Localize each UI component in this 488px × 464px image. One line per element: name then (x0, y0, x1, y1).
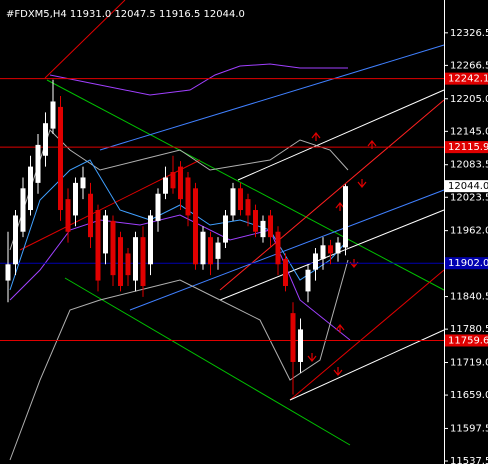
candle-body (238, 188, 243, 211)
candle-body (193, 188, 198, 265)
price-label-bg (445, 72, 488, 85)
price-label: 11902.0 (448, 258, 488, 269)
up-arrow (367, 140, 377, 149)
price-label: 11759.6 (448, 335, 488, 346)
candle-body (155, 193, 161, 221)
candle-body (5, 264, 11, 281)
down-arrow (307, 353, 317, 362)
band-line (9, 129, 349, 251)
candle-body (50, 101, 56, 129)
trend-line (64, 277, 351, 446)
candle-body (163, 177, 168, 194)
y-tick-label: 11780.5 (450, 324, 488, 335)
band-line (49, 63, 348, 96)
trend-line (237, 89, 445, 181)
candle-body (260, 220, 266, 238)
candle-body (110, 220, 116, 276)
candle-body (223, 215, 228, 243)
candle-body (313, 253, 318, 270)
y-tick-label: 12266.5 (450, 60, 488, 71)
trend-line (129, 189, 445, 311)
up-arrow (335, 324, 345, 333)
candle-body (343, 186, 348, 248)
price-label-bg (445, 257, 488, 270)
trend-line (19, 159, 201, 251)
candle-body (328, 245, 333, 254)
y-tick-label: 12083.5 (450, 160, 488, 171)
candle-body (103, 215, 108, 254)
candle-body (320, 245, 326, 259)
candle-body (58, 106, 63, 211)
candle-body (275, 231, 281, 265)
arrows (307, 132, 377, 376)
candle-body (178, 166, 183, 200)
candle-body (73, 182, 78, 216)
candle-body (298, 329, 303, 362)
current-price-label: 12044.0 (448, 181, 488, 192)
plot: 12326.5 12266.5 12205.0 12145.0 12083.5 12023… (0, 28, 488, 464)
candle-body (215, 242, 221, 259)
down-arrow (357, 179, 367, 188)
y-tick-label: 11962.0 (450, 226, 488, 237)
y-tick-label: 11537.5 (450, 456, 488, 464)
candle-body (80, 177, 86, 189)
price-label-bg (445, 141, 488, 154)
y-tick-label: 11840.5 (450, 292, 488, 303)
y-tick-label: 11719.0 (450, 358, 488, 369)
y-tick-label: 12023.5 (450, 192, 488, 203)
up-arrow (335, 202, 345, 211)
trend-line (219, 209, 445, 301)
candle-body (283, 258, 288, 286)
candle-body (185, 177, 191, 216)
y-tick-label: 12145.0 (450, 126, 488, 137)
trend-line (44, 0, 126, 79)
candle-body (208, 237, 213, 265)
candle-body (170, 172, 176, 189)
candle-body (335, 242, 341, 254)
y-tick-label: 12326.5 (450, 28, 488, 39)
candle-body (230, 188, 236, 216)
trend-line (219, 99, 445, 291)
current-price-bg (445, 180, 488, 193)
down-arrow (333, 367, 343, 376)
y-tick-label: 11659.0 (450, 390, 488, 401)
candle-body (118, 237, 123, 286)
candle-body (268, 215, 273, 238)
candle-body (95, 210, 101, 281)
candle-body (253, 210, 258, 232)
candle-body (125, 253, 131, 276)
candle-body (200, 231, 206, 265)
y-tick-label: 11597.5 (450, 423, 488, 434)
candle-body (140, 237, 146, 286)
y-tick-label: 12205.0 (450, 94, 488, 105)
trend-line (289, 329, 445, 401)
price-label: 12115.9 (448, 142, 488, 153)
chart-title: #FDXM5,H4 11931.0 12047.5 11916.5 12044.… (6, 9, 245, 20)
candle-body (28, 166, 33, 211)
up-arrow (311, 132, 321, 141)
candle-body (245, 199, 251, 216)
candle-body (290, 313, 296, 362)
candle-body (20, 188, 26, 232)
candle-body (35, 144, 41, 183)
candle-body (13, 215, 18, 265)
candle-body (65, 199, 71, 232)
price-label: 12242.1 (448, 74, 488, 85)
price-label-bg (445, 334, 488, 347)
candle-body (88, 193, 93, 238)
trend-line (289, 269, 445, 401)
trend-line (46, 79, 445, 291)
trend-line (99, 44, 445, 151)
candle-body (43, 123, 48, 156)
candle-body (305, 269, 311, 292)
candle-body (148, 215, 153, 265)
band-line (9, 259, 349, 461)
candle-body (133, 237, 138, 281)
